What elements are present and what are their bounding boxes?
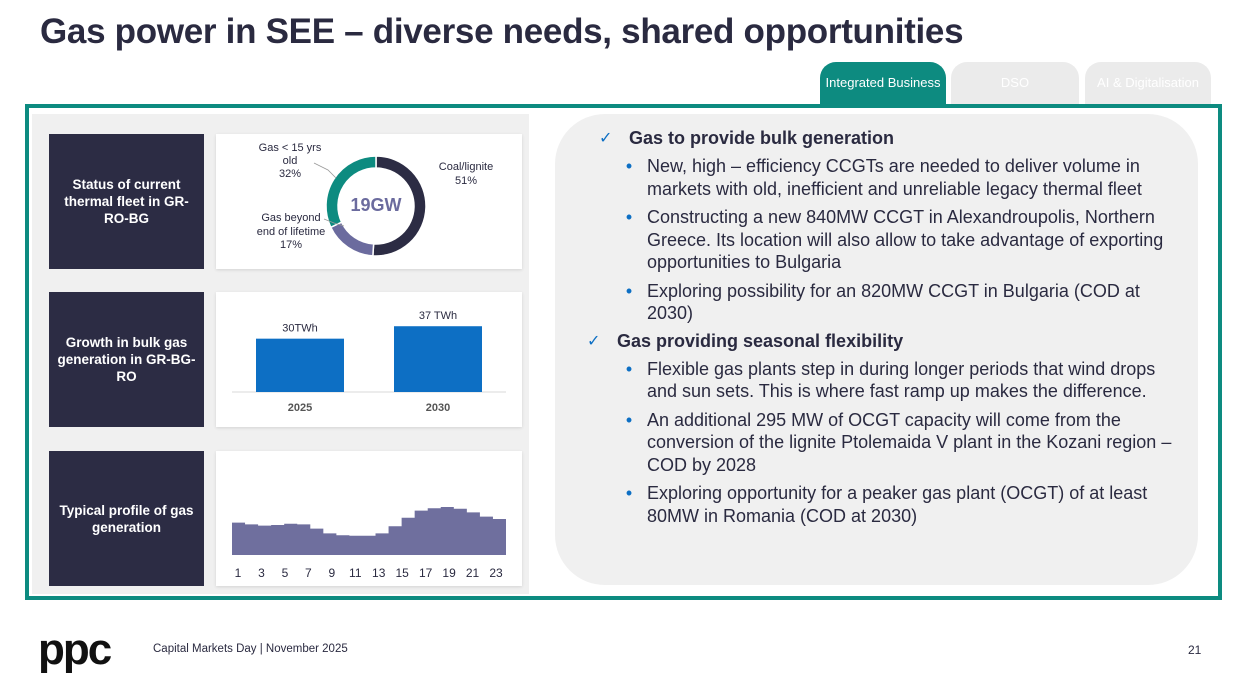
donut-chart: 19GW Coal/lignite 51% Gas < 15 yrs old 3… (256, 142, 493, 257)
leader-line-gas-young (313, 162, 337, 179)
bar-2030 (394, 326, 482, 392)
page-title: Gas power in SEE – diverse needs, shared… (40, 12, 964, 51)
bullet-dot-icon: • (625, 409, 633, 430)
donut-center-label: 19GW (350, 195, 401, 215)
donut-slice-2 (325, 155, 377, 229)
bullet-item: • An additional 295 MW of OCGT capacity w… (587, 409, 1177, 477)
x-tick-label: 23 (489, 566, 503, 580)
x-tick-label: 13 (372, 566, 386, 580)
bullet-item: • Exploring possibility for an 820MW CCGT… (587, 280, 1177, 325)
bullet-item: • New, high – efficiency CCGTs are needed… (587, 155, 1177, 200)
tab-ai-digitalisation[interactable]: AI & Digitalisation (1085, 62, 1211, 104)
bar-data-label: 37 TWh (419, 310, 457, 322)
slice-value-gas-young: 32% (278, 168, 302, 180)
area-chart-card: 1 3 5 7 9 11 13 15 17 19 21 23 (216, 451, 522, 586)
bar-chart: 30TWh 2025 37 TWh 2030 (232, 310, 506, 414)
area-chart: 1 3 5 7 9 11 13 15 17 19 21 23 (232, 507, 506, 580)
bullet-dot-icon: • (625, 358, 633, 379)
bar-2025 (256, 338, 344, 392)
check-icon: ✓ (587, 332, 601, 350)
tab-integrated-business[interactable]: Integrated Business (820, 62, 946, 104)
bullet-heading-bulk: ✓ Gas to provide bulk generation (599, 128, 895, 148)
x-tick-label: 21 (466, 566, 480, 580)
ppc-logo: ppc (38, 625, 112, 674)
bullet-panel (555, 114, 1198, 585)
slice-value-gas-old: 17% (279, 239, 303, 251)
x-tick-label: 19 (442, 566, 456, 580)
bullet-heading-flex: ✓ Gas providing seasonal flexibility (587, 330, 904, 351)
bullet-item: • Constructing a new 840MW CCGT in Alexan… (587, 206, 1177, 274)
x-tick-label: 3 (258, 566, 265, 580)
tab-dso[interactable]: DSO (951, 62, 1079, 104)
x-tick-label: 1 (235, 566, 242, 580)
row-label-bulk-gas-growth: Growth in bulk gas generation in GR-BG-R… (49, 292, 204, 427)
leader-line-gas-old (323, 218, 345, 227)
bullet-dot-icon: • (625, 207, 633, 227)
footer-event: Capital Markets Day | November 2025 (153, 643, 348, 655)
x-tick-label: 17 (419, 566, 433, 580)
page-number: 21 (1188, 643, 1202, 657)
row-label-gas-profile: Typical profile of gas generation (49, 451, 204, 586)
bar-data-label: 30TWh (282, 323, 317, 335)
bullet-item: • Flexible gas plants step in during long… (587, 358, 1177, 403)
bullet-dot-icon: • (625, 156, 633, 176)
bullet-dot-icon: • (625, 483, 633, 503)
bullet-list: ✓ Gas to provide bulk generation • New, hi… (587, 128, 1177, 533)
bar-category-label: 2030 (426, 402, 450, 414)
bullet-item: • Exploring opportunity for a peaker gas … (587, 482, 1177, 527)
row-label-thermal-fleet: Status of current thermal fleet in GR-RO… (49, 134, 204, 269)
bar-chart-card: 30TWh 2025 37 TWh 2030 (216, 292, 522, 427)
donut-slice-1 (329, 221, 375, 257)
x-tick-label: 15 (396, 566, 410, 580)
slice-label-gas-young: Gas < 15 yrs old 32% (258, 142, 322, 180)
slice-value-coal: 51% (455, 175, 477, 187)
bullet-dot-icon: • (625, 280, 633, 301)
check-icon: ✓ (599, 130, 613, 147)
x-tick-label: 11 (349, 566, 362, 580)
donut-chart-card: 19GW Coal/lignite 51% Gas < 15 yrs old 3… (216, 134, 522, 269)
x-tick-label: 9 (328, 566, 335, 580)
slice-label-coal: Coal/lignite (439, 161, 493, 173)
area-fill (232, 507, 506, 555)
bar-category-label: 2025 (288, 402, 312, 414)
slice-label-gas-old: Gas beyond end of lifetime 17% (256, 212, 326, 251)
x-tick-label: 7 (305, 566, 312, 580)
x-tick-label: 5 (282, 566, 289, 580)
